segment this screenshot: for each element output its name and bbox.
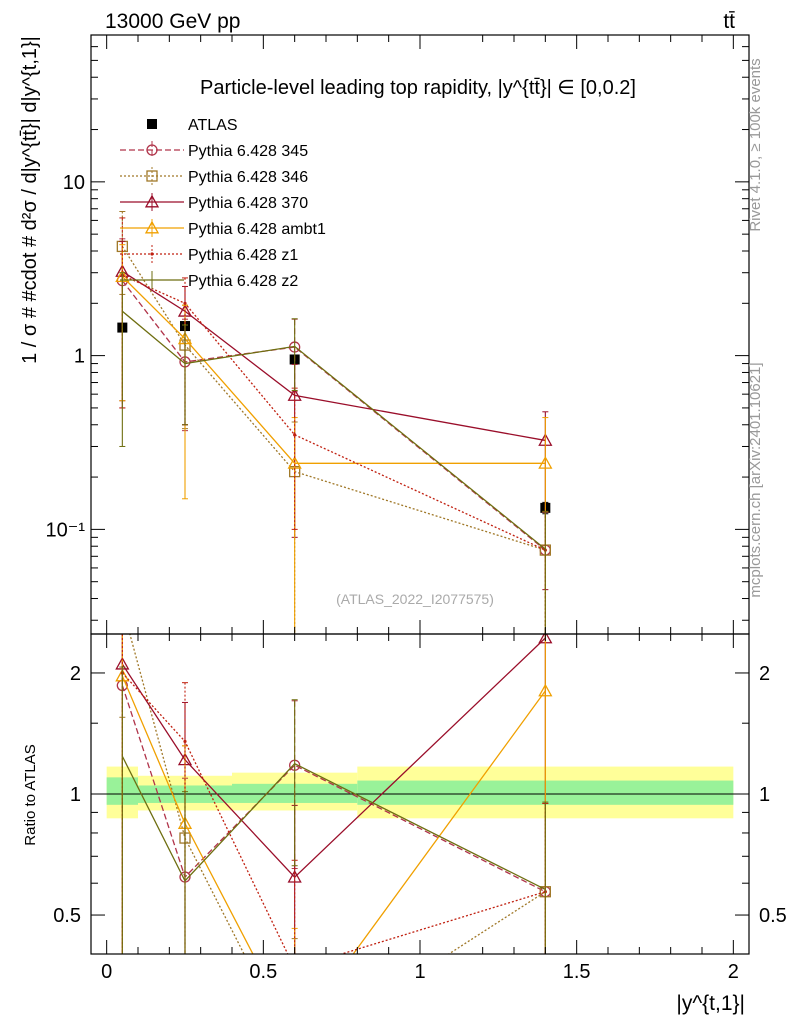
ratio-point (183, 739, 187, 744)
ratio-line (121, 675, 546, 954)
ratio-ytick-label-left: 1 (70, 784, 81, 806)
header-right: tt̄ (723, 10, 735, 33)
series-line (121, 276, 546, 464)
legend-label: Pythia 6.428 345 (188, 143, 308, 160)
data-point (287, 455, 302, 469)
ratio-point (538, 683, 553, 697)
ratio-line (121, 637, 546, 879)
data-point (293, 433, 297, 437)
main-title: Particle-level leading top rapidity, |y^… (200, 77, 636, 99)
ratio-ytick-label-left: 0.5 (53, 905, 81, 927)
series-line (121, 310, 546, 550)
main-ytick-label: 10 (63, 172, 85, 194)
legend-label: Pythia 6.428 346 (188, 169, 308, 186)
series-3 (115, 240, 553, 591)
legend-marker (146, 170, 158, 182)
legend: ATLAS Pythia 6.428 345 Pythia 6.428 346 Pyt… (120, 117, 326, 290)
header-left: 13000 GeV pp (105, 10, 240, 33)
ratio-ytick-label-right: 2 (759, 663, 770, 685)
ratio-line (121, 755, 546, 891)
legend-marker (144, 220, 160, 234)
ratio-ytick-label-left: 2 (70, 663, 81, 685)
xtick-label: 1.5 (563, 961, 591, 983)
series-2 (116, 211, 551, 634)
series-1 (116, 238, 551, 634)
ratio-ytick-label-right: 0.5 (759, 905, 786, 927)
series-line (121, 246, 546, 551)
ratio-series-4 (115, 634, 553, 954)
data-point (183, 301, 187, 305)
ratio-series-6 (119, 666, 549, 954)
ratio-line (129, 634, 546, 954)
series-line (122, 274, 546, 551)
analysis-watermark: (ATLAS_2022_I2077575) (336, 591, 494, 607)
ratio-line (121, 672, 546, 954)
main-ytick-label: 1 (74, 346, 85, 368)
xtick-label: 0.5 (249, 961, 277, 983)
xlabel: |y^{t,1}| (676, 992, 745, 1015)
main-series (115, 211, 553, 634)
series-line (121, 270, 546, 442)
legend-marker (147, 119, 157, 129)
legend-marker (146, 144, 158, 156)
legend-label: Pythia 6.428 370 (188, 195, 308, 212)
xtick-label: 1 (414, 961, 425, 983)
legend-label: Pythia 6.428 ambt1 (188, 221, 326, 238)
xtick-label: 0 (101, 961, 112, 983)
legend-label: ATLAS (188, 117, 238, 134)
rivet-label: Rivet 4.1.0, ≥ 100k events (747, 58, 764, 231)
legend-label: Pythia 6.428 z2 (188, 273, 298, 290)
mcplots-label: mcplots.cern.ch [arXiv:2401.10621] (747, 362, 764, 597)
ratio-series (115, 634, 553, 954)
ratio-line (121, 685, 546, 893)
axis-ticks: 10⁻¹ 1 10 0.5 0.5 1 1 2 2 0 0.5 1 1.5 2 (46, 34, 786, 983)
data-point (538, 455, 553, 469)
legend-marker (144, 194, 160, 208)
legend-label: Pythia 6.428 z1 (188, 247, 298, 264)
series-6 (119, 272, 549, 634)
legend-marker (150, 252, 154, 256)
main-ytick-label: 10⁻¹ (46, 519, 86, 541)
ratio-ytick-label-right: 1 (759, 784, 770, 806)
main-ylabel: 1 / σ # #cdot # d²σ / d|y^{tt̄}| d|y^{t,… (19, 36, 41, 364)
xtick-label: 2 (728, 961, 739, 983)
series-4 (115, 244, 553, 634)
ratio-ylabel: Ratio to ATLAS (22, 744, 39, 845)
